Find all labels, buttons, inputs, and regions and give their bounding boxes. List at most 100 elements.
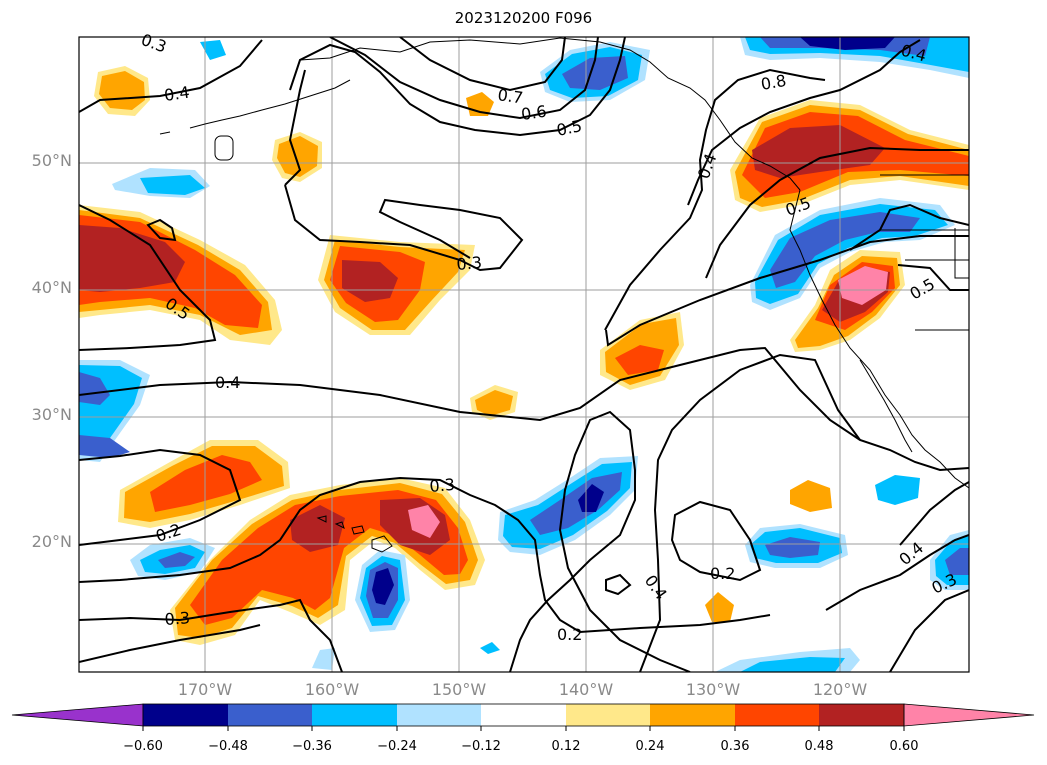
negative-anomaly-region	[578, 484, 604, 512]
negative-anomaly-region	[79, 435, 130, 458]
contour-line	[889, 589, 969, 672]
contour-line	[897, 264, 969, 291]
contour-line	[289, 37, 626, 137]
lon-label-140w: 140°W	[558, 680, 614, 699]
negative-anomaly-region	[79, 372, 110, 405]
colorbar-segment	[143, 704, 228, 726]
contour-label: 0.4	[163, 83, 191, 105]
contour-label: 0.2	[710, 564, 735, 583]
colorbar-tick-label: −0.60	[123, 739, 163, 754]
colorbar-segment	[397, 704, 481, 726]
contour-label: 0.5	[555, 116, 584, 140]
contour-line	[605, 235, 969, 347]
positive-anomaly-region	[408, 505, 440, 538]
contour-line	[79, 39, 263, 113]
contour-line	[849, 203, 969, 251]
contour-label: 0.8	[759, 71, 787, 94]
negative-anomaly-region	[480, 642, 500, 654]
positive-anomaly-region	[290, 505, 345, 552]
lon-label-130w: 130°W	[685, 680, 741, 699]
contour-line	[639, 353, 861, 672]
lat-label-50n: 50°N	[31, 151, 72, 170]
north-america-coastline	[789, 189, 969, 489]
lon-label-170w: 170°W	[177, 680, 233, 699]
contour-line	[79, 448, 242, 546]
colorbar-tick-label: 0.36	[720, 739, 750, 754]
contour-line	[605, 573, 632, 596]
colorbar-frame	[142, 703, 905, 727]
contour-label: 0.4	[215, 373, 240, 392]
colorbar-segment	[481, 704, 566, 726]
colorbar	[11, 703, 1035, 731]
contour-label: 0.3	[429, 475, 456, 496]
contour-line	[79, 346, 969, 472]
contour-line	[509, 410, 691, 672]
contour-line	[79, 204, 217, 351]
lon-label-160w: 160°W	[304, 680, 360, 699]
colorbar-tick-label: −0.24	[377, 739, 417, 754]
anomaly-fill-layer	[79, 37, 969, 672]
contour-label: 0.3	[139, 30, 169, 57]
lat-label-20n: 20°N	[31, 532, 72, 551]
colorbar-segment	[228, 704, 312, 726]
contour-line	[79, 598, 343, 672]
contour-line	[687, 39, 921, 206]
negative-anomaly-region	[800, 37, 895, 50]
plot-frame	[78, 36, 970, 673]
contour-line	[899, 481, 969, 546]
positive-anomaly-region	[475, 390, 513, 416]
contour-line	[284, 69, 306, 186]
state-boundary	[954, 228, 969, 279]
contour-line	[399, 37, 566, 92]
contour-label: 0.4	[895, 538, 927, 569]
colorbar-segment	[566, 704, 650, 726]
colorbar-segment	[819, 704, 904, 726]
aleutian-islands	[159, 79, 351, 135]
contour-label: 0.3	[456, 253, 483, 274]
contour-line	[604, 68, 826, 331]
contour-line	[146, 218, 177, 242]
positive-anomaly-region	[342, 260, 398, 302]
lon-label-150w: 150°W	[431, 680, 487, 699]
coastline-layer	[159, 37, 969, 553]
contour-line	[79, 624, 261, 663]
contour-label: 0.4	[694, 151, 721, 181]
lat-label-40n: 40°N	[31, 278, 72, 297]
positive-anomaly-region	[79, 225, 185, 292]
colorbar-tick-label: 0.24	[635, 739, 665, 754]
positive-anomaly-region	[615, 345, 664, 375]
contour-line	[284, 184, 524, 272]
positive-anomaly-region	[150, 455, 262, 512]
negative-anomaly-region	[530, 472, 622, 535]
negative-anomaly-region	[158, 552, 195, 568]
contour-line	[329, 37, 599, 120]
negative-anomaly-region	[770, 212, 920, 288]
negative-anomaly-region	[765, 537, 820, 558]
negative-anomaly-region	[372, 568, 394, 605]
positive-anomaly-region	[705, 592, 734, 622]
negative-anomaly-region	[312, 648, 335, 670]
state-boundary	[880, 174, 969, 331]
colorbar-tick-label: 0.48	[804, 739, 834, 754]
contour-line	[670, 500, 762, 582]
baja-california	[859, 359, 913, 453]
colorbar-extend-low	[11, 703, 144, 727]
colorbar-segment	[650, 704, 735, 726]
negative-anomaly-region	[945, 548, 969, 575]
colorbar-tick-label: −0.36	[292, 739, 332, 754]
map-title: 2023120200 F096	[454, 9, 593, 27]
negative-anomaly-region	[562, 56, 628, 90]
colorbar-segment	[312, 704, 397, 726]
negative-anomaly-region	[140, 175, 205, 195]
contour-line	[79, 476, 771, 634]
positive-anomaly-region	[838, 266, 888, 305]
colorbar-tick-label: −0.48	[208, 739, 248, 754]
contour-line	[705, 146, 969, 279]
contour-layer	[79, 37, 969, 672]
colorbar-tick-label: 0.12	[551, 739, 581, 754]
island	[214, 135, 234, 161]
negative-anomaly-region	[875, 475, 920, 505]
colorbar-tick-label: −0.12	[461, 739, 501, 754]
negative-anomaly-region	[200, 40, 226, 60]
